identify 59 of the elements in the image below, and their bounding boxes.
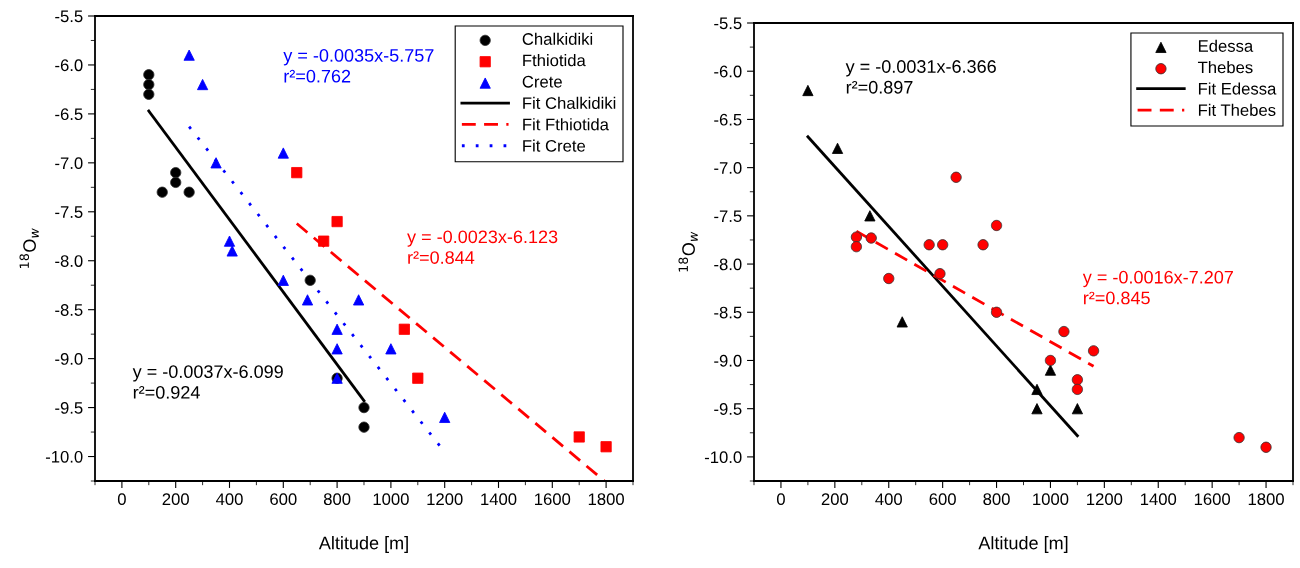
x-tick-label: 1200 <box>1087 493 1123 506</box>
y-tick-label: -8.5 <box>55 304 83 316</box>
annotation: y = -0.0016x-7.207 r²=0.845 <box>1082 270 1233 305</box>
y-tick-label: -7.5 <box>55 206 83 218</box>
y-tick-label: -9.5 <box>55 401 83 414</box>
y-tick-label: -6.5 <box>55 108 83 121</box>
y-tick-label: -5.5 <box>55 10 83 23</box>
legend-label: Fthiotida <box>523 54 586 67</box>
y-tick-label: -9.5 <box>714 403 742 415</box>
x-tick-label: 200 <box>821 493 849 506</box>
y-tick-label: -6.0 <box>55 59 83 72</box>
x-tick-label: 1400 <box>481 493 517 506</box>
x-tick-label: 800 <box>983 493 1010 506</box>
x-tick-label: 600 <box>929 493 956 506</box>
x-tick-label: 400 <box>215 493 243 506</box>
legend-label: Chalkidiki <box>522 32 593 45</box>
x-tick-label: 200 <box>162 493 189 506</box>
legend-label: Fit Chalkidiki <box>523 96 616 110</box>
y-tick-label: -10.0 <box>704 451 742 464</box>
y-tick-label: -7.5 <box>714 210 742 223</box>
y-tick-label: -7.0 <box>714 162 742 174</box>
y-tick-label: -8.5 <box>714 306 742 319</box>
y-tick-label: -9.0 <box>714 354 742 367</box>
y-tick-label: -10.0 <box>45 450 83 463</box>
x-tick-label: 1200 <box>427 493 463 506</box>
legend-label: Fit Crete <box>523 139 586 152</box>
legend-label: Fit Edessa <box>1198 82 1277 95</box>
x-tick-label: 1000 <box>1033 493 1069 506</box>
legend-label: Crete <box>522 75 562 88</box>
legend-label: Fit Thebes <box>1198 103 1276 117</box>
x-axis-title: Altitude [m] <box>318 536 408 553</box>
x-tick-label: 0 <box>776 493 785 506</box>
x-tick-label: 0 <box>117 493 126 506</box>
x-tick-label: 1600 <box>535 493 571 506</box>
y-tick-label: -6.0 <box>714 65 742 78</box>
y-tick-label: -9.0 <box>55 353 83 365</box>
x-tick-label: 600 <box>270 493 297 506</box>
y-axis-title: $^{18}$O$_{w}$ <box>19 228 39 268</box>
annotation: y = -0.0037x-6.099 r²=0.924 <box>132 365 283 399</box>
y-tick-label: -7.0 <box>55 157 83 170</box>
x-tick-label: 800 <box>323 493 351 506</box>
y-tick-label: -5.5 <box>714 17 742 30</box>
x-tick-label: 1000 <box>373 493 409 506</box>
x-tick-label: 1600 <box>1194 493 1231 506</box>
x-tick-label: 1800 <box>588 493 624 506</box>
y-tick-label: -8.0 <box>714 258 742 271</box>
x-tick-label: 400 <box>875 493 902 506</box>
legend-label: Thebes <box>1197 61 1253 74</box>
legend-label: Edessa <box>1198 39 1254 52</box>
annotation: y = -0.0023x-6.123 r²=0.844 <box>407 230 558 264</box>
y-tick-label: -6.5 <box>714 113 742 126</box>
x-axis-title: Altitude [m] <box>978 536 1068 553</box>
x-tick-label: 1800 <box>1248 493 1284 506</box>
y-tick-label: -8.0 <box>55 255 83 267</box>
x-tick-label: 1400 <box>1140 493 1177 506</box>
annotation: y = -0.0035x-5.757 r²=0.762 <box>283 49 434 83</box>
legend-label: Fit Fthiotida <box>523 118 609 131</box>
annotation: y = -0.0031x-6.366 r²=0.897 <box>845 60 996 94</box>
y-axis-title: $^{18}$O$_{w}$ <box>678 231 698 272</box>
